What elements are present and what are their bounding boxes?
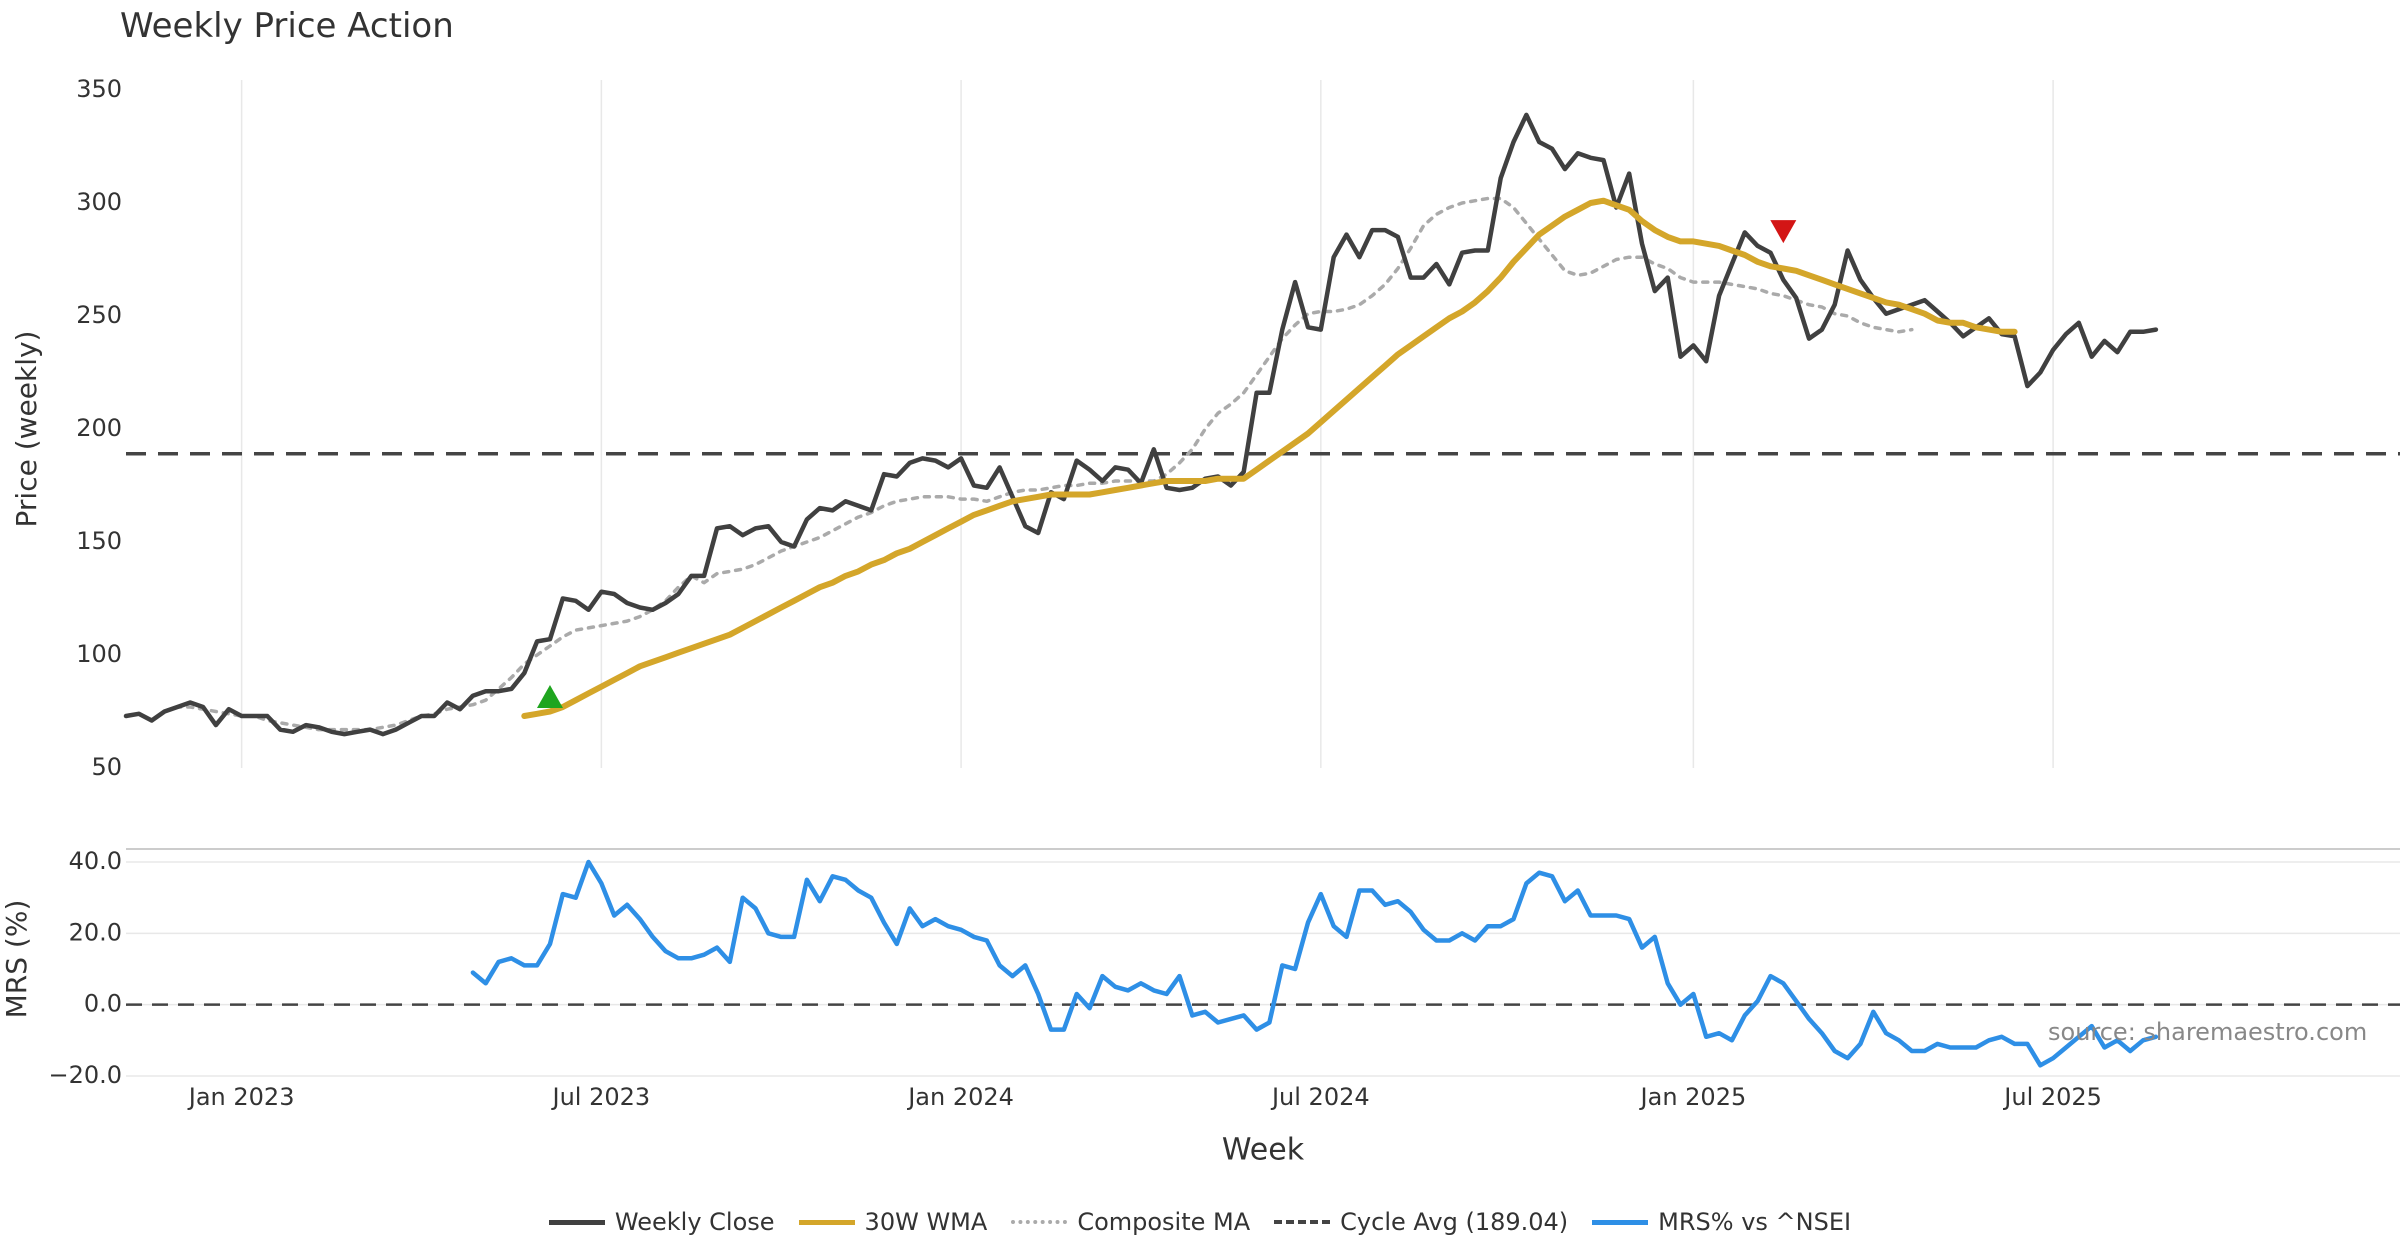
- mrs-y-tick-label: 0.0: [84, 990, 122, 1018]
- legend-item: Cycle Avg (189.04): [1274, 1208, 1568, 1236]
- price-y-tick-label: 150: [76, 527, 122, 555]
- legend-item: MRS% vs ^NSEI: [1592, 1208, 1851, 1236]
- price-y-tick-label: 300: [76, 188, 122, 216]
- mrs-y-tick-label: 40.0: [69, 847, 122, 875]
- legend-swatch: [1274, 1220, 1331, 1224]
- price-y-tick-label: 50: [91, 753, 122, 781]
- sell-signal-marker: [1770, 220, 1797, 244]
- mrs-y-tick-label: −20.0: [48, 1061, 122, 1089]
- legend-label: 30W WMA: [864, 1208, 988, 1236]
- chart-title: Weekly Price Action: [120, 6, 454, 46]
- source-watermark: source: sharemaestro.com: [2048, 1018, 2368, 1046]
- wma-30w-line: [521, 197, 2018, 719]
- x-tick-label: Jul 2024: [1270, 1083, 1370, 1111]
- legend: Weekly Close 30W WMA Composite MA Cycle Avg…: [0, 1208, 2400, 1236]
- price-y-tick-label: 350: [76, 75, 122, 103]
- legend-swatch: [548, 1219, 605, 1225]
- legend-label: Weekly Close: [614, 1208, 775, 1236]
- mrs-y-axis-label: MRS (%): [0, 900, 33, 1019]
- buy-signal-marker: [536, 684, 563, 708]
- x-tick-label: Jul 2025: [2002, 1083, 2102, 1111]
- legend-label: Composite MA: [1077, 1208, 1251, 1236]
- legend-swatch: [798, 1219, 855, 1225]
- x-tick-label: Jul 2023: [551, 1083, 651, 1111]
- legend-item: Composite MA: [1011, 1208, 1250, 1236]
- x-tick-label: Jan 2024: [906, 1083, 1014, 1111]
- price-y-tick-label: 100: [76, 640, 122, 668]
- legend-label: Cycle Avg (189.04): [1340, 1208, 1569, 1236]
- weekly-close-line: [123, 112, 2159, 737]
- legend-swatch: [1592, 1219, 1649, 1225]
- legend-swatch: [1011, 1220, 1068, 1224]
- mrs-line: [470, 859, 2159, 1068]
- price-y-axis-label: Price (weekly): [10, 331, 43, 528]
- legend-label: MRS% vs ^NSEI: [1658, 1208, 1852, 1236]
- mrs-y-tick-label: 20.0: [69, 918, 122, 946]
- price-y-tick-label: 250: [76, 301, 122, 329]
- legend-item: Weekly Close: [548, 1208, 775, 1236]
- x-tick-label: Jan 2023: [187, 1083, 295, 1111]
- price-y-tick-label: 200: [76, 414, 122, 442]
- x-tick-label: Jan 2025: [1639, 1083, 1747, 1111]
- legend-item: 30W WMA: [798, 1208, 988, 1236]
- x-axis-label: Week: [1222, 1133, 1305, 1168]
